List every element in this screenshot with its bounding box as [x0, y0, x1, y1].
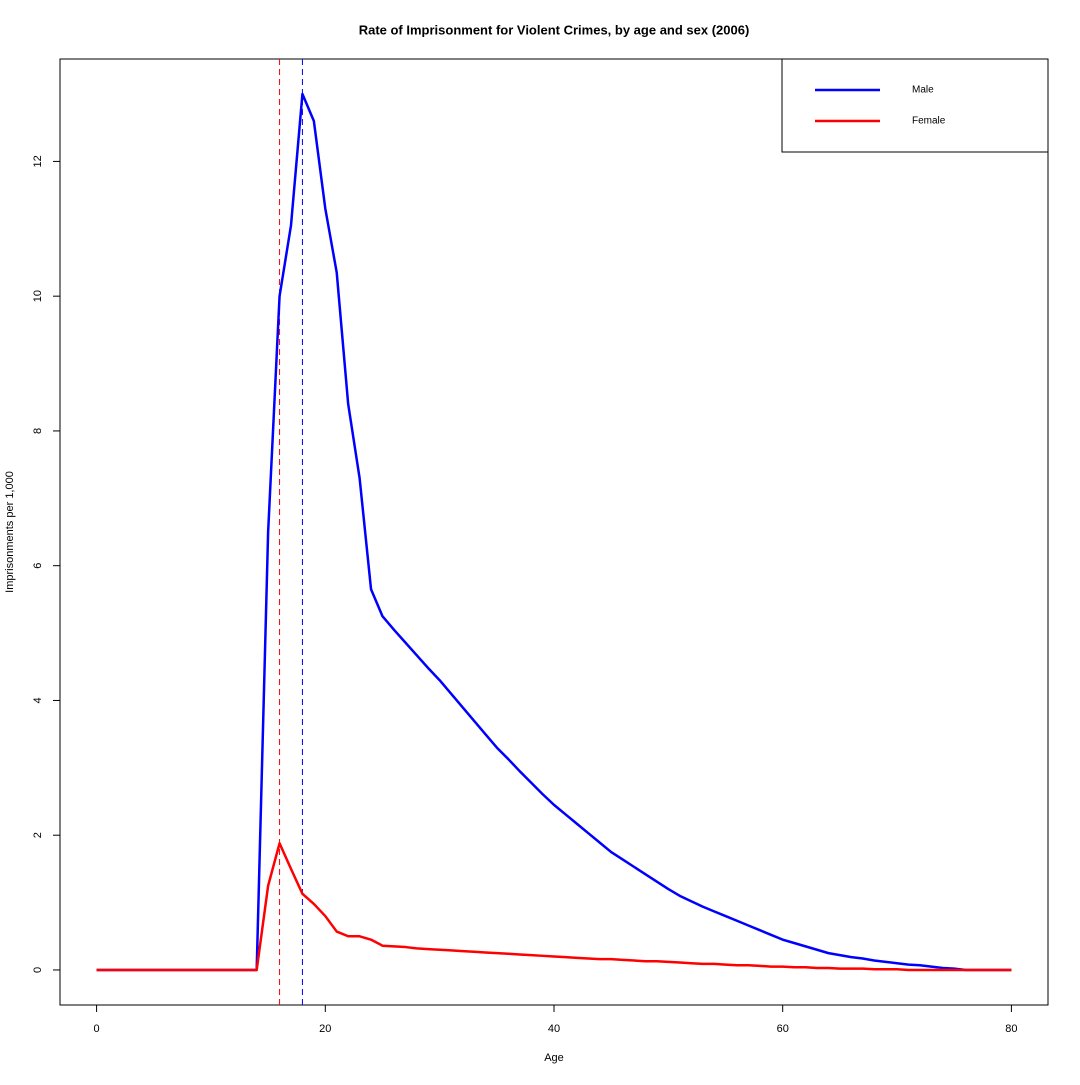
- legend-box: [781, 58, 1049, 153]
- y-tick-label: 4: [32, 697, 44, 703]
- x-tick-label: 0: [94, 1023, 100, 1035]
- legend-label: Female: [912, 116, 946, 127]
- y-tick-label: 6: [32, 563, 44, 569]
- y-tick-label: 2: [32, 832, 44, 838]
- y-tick-label: 8: [32, 428, 44, 434]
- x-tick-label: 60: [777, 1023, 789, 1035]
- chart-title: Rate of Imprisonment for Violent Crimes,…: [359, 22, 750, 37]
- y-axis-label: Imprisonments per 1,000: [4, 471, 16, 593]
- x-tick-label: 20: [319, 1023, 331, 1035]
- y-tick-label: 0: [32, 967, 44, 973]
- series-line: [96, 842, 1012, 972]
- legend-label: Male: [912, 85, 934, 96]
- x-tick-label: 80: [1005, 1023, 1017, 1035]
- y-tick-label: 12: [32, 155, 44, 167]
- x-axis-label: Age: [544, 1052, 564, 1064]
- y-tick-label: 10: [32, 290, 44, 302]
- x-tick-label: 40: [548, 1023, 560, 1035]
